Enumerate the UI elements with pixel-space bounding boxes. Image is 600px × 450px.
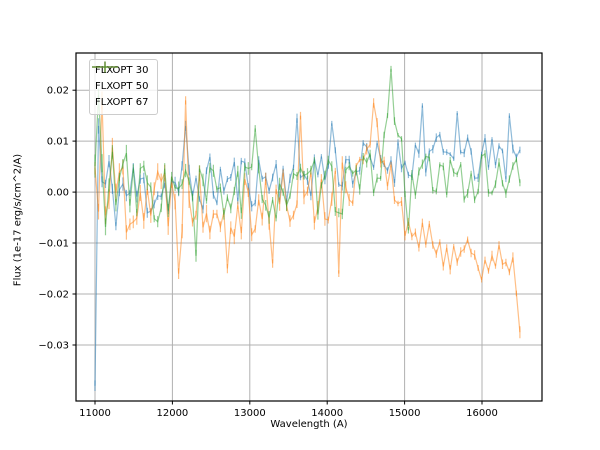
- x-tick-label: 15000: [389, 408, 421, 419]
- x-tick-label: 12000: [156, 408, 188, 419]
- legend: FLXOPT 30 FLXOPT 50 FLXOPT 67: [89, 59, 159, 115]
- series-line-flxopt-30: [94, 105, 521, 386]
- x-tick-label: 11000: [79, 408, 111, 419]
- x-tick-label: 16000: [466, 408, 498, 419]
- legend-entry-flxopt-50: FLXOPT 50: [92, 61, 149, 95]
- y-tick-label: −0.01: [38, 239, 69, 250]
- errorbar-handle-icon: [92, 61, 118, 73]
- y-axis-label: Flux (1e-17 erg/s/cm^2/A): [12, 153, 24, 287]
- y-tick-label: 0.02: [47, 86, 69, 97]
- plot-frame: [75, 52, 543, 402]
- x-tick-label: 13000: [234, 408, 266, 419]
- x-tick-label: 14000: [311, 408, 343, 419]
- legend-label: FLXOPT 67: [95, 97, 149, 108]
- errorbars-flxopt-30: [94, 103, 521, 391]
- legend-label: FLXOPT 50: [95, 81, 149, 92]
- series-line-flxopt-67: [94, 68, 521, 256]
- y-tick-label: 0.00: [47, 188, 69, 199]
- x-axis-label: Wavelength (A): [270, 419, 348, 430]
- errorbars-flxopt-67: [94, 65, 521, 262]
- legend-label: FLXOPT 30: [95, 65, 149, 76]
- y-tick-label: −0.02: [38, 290, 69, 301]
- legend-entry-flxopt-67: FLXOPT 67: [92, 61, 149, 111]
- series-line-flxopt-50: [94, 100, 521, 333]
- y-tick-label: −0.03: [38, 341, 69, 352]
- y-tick-label: 0.01: [47, 137, 69, 148]
